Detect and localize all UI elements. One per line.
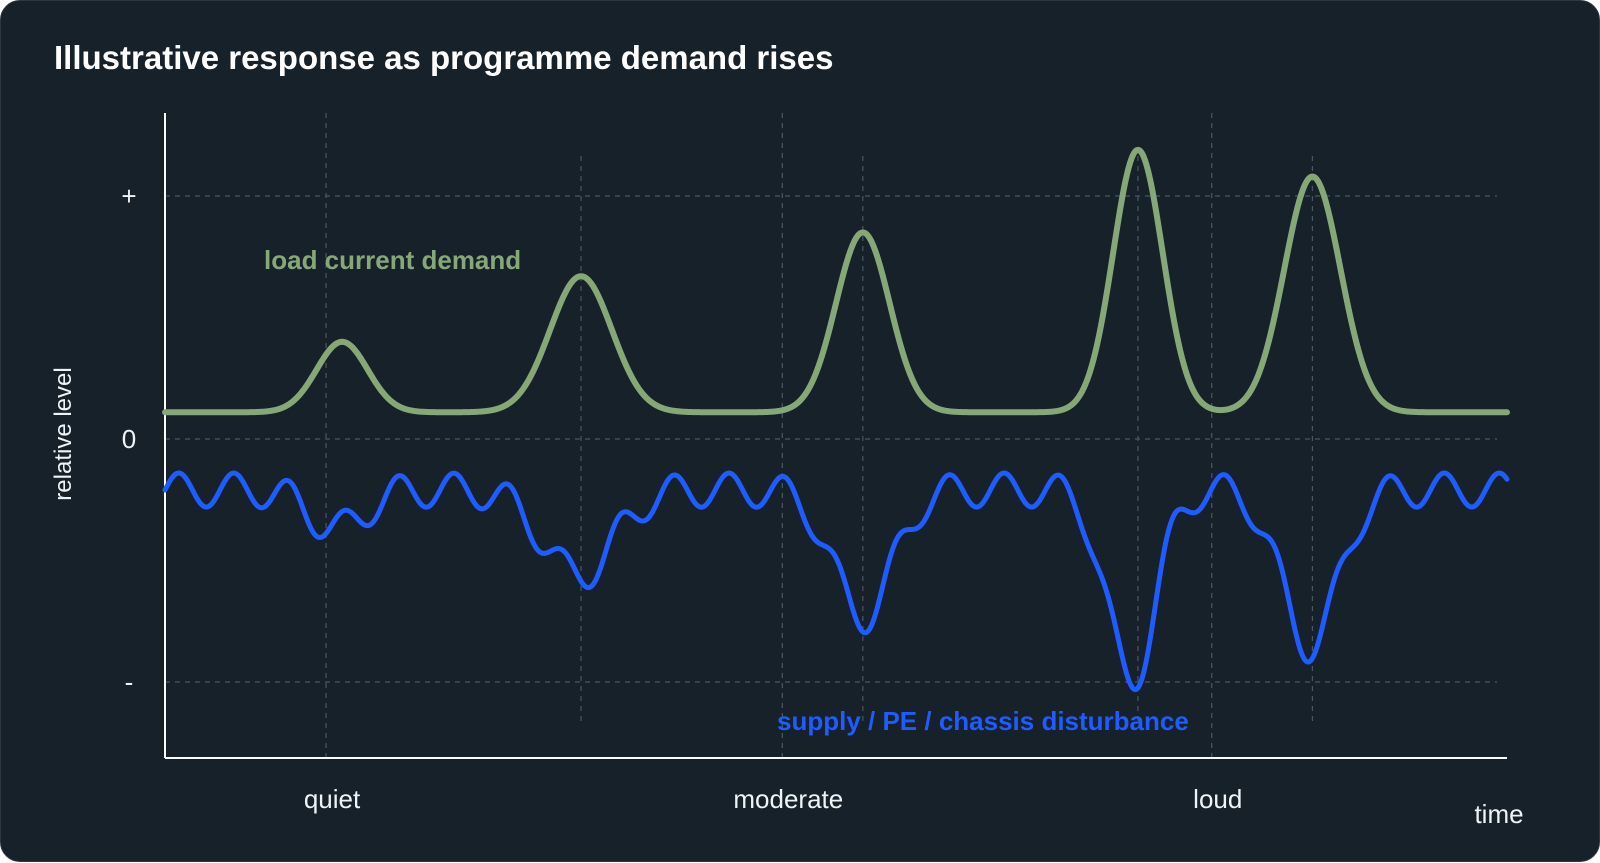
- series-line-disturbance: [162, 470, 1510, 693]
- x-category-label: quiet: [304, 784, 361, 814]
- y-tick-label: +: [121, 181, 136, 211]
- series-labels: load current demand supply / PE / chassis…: [264, 245, 1189, 736]
- x-category-label: loud: [1193, 784, 1242, 814]
- y-tick-label: -: [125, 667, 134, 697]
- series-label-disturbance: supply / PE / chassis disturbance: [777, 706, 1189, 736]
- series-label-load-current: load current demand: [264, 245, 521, 275]
- grid-layer: [165, 113, 1497, 758]
- chart-title: Illustrative response as programme deman…: [54, 39, 834, 76]
- x-axis-label: time: [1474, 799, 1523, 829]
- x-category-labels: quiet moderate loud: [304, 784, 1242, 814]
- series-layer: [162, 146, 1510, 693]
- y-axis-label: relative level: [50, 367, 77, 500]
- series-line-load-current: [162, 146, 1510, 416]
- axes-layer: relative level time +0 - quiet moderate lou…: [50, 113, 1524, 829]
- y-tick-labels: +0 -: [121, 181, 136, 697]
- y-tick-label: 0: [122, 424, 136, 454]
- x-category-label: moderate: [733, 784, 843, 814]
